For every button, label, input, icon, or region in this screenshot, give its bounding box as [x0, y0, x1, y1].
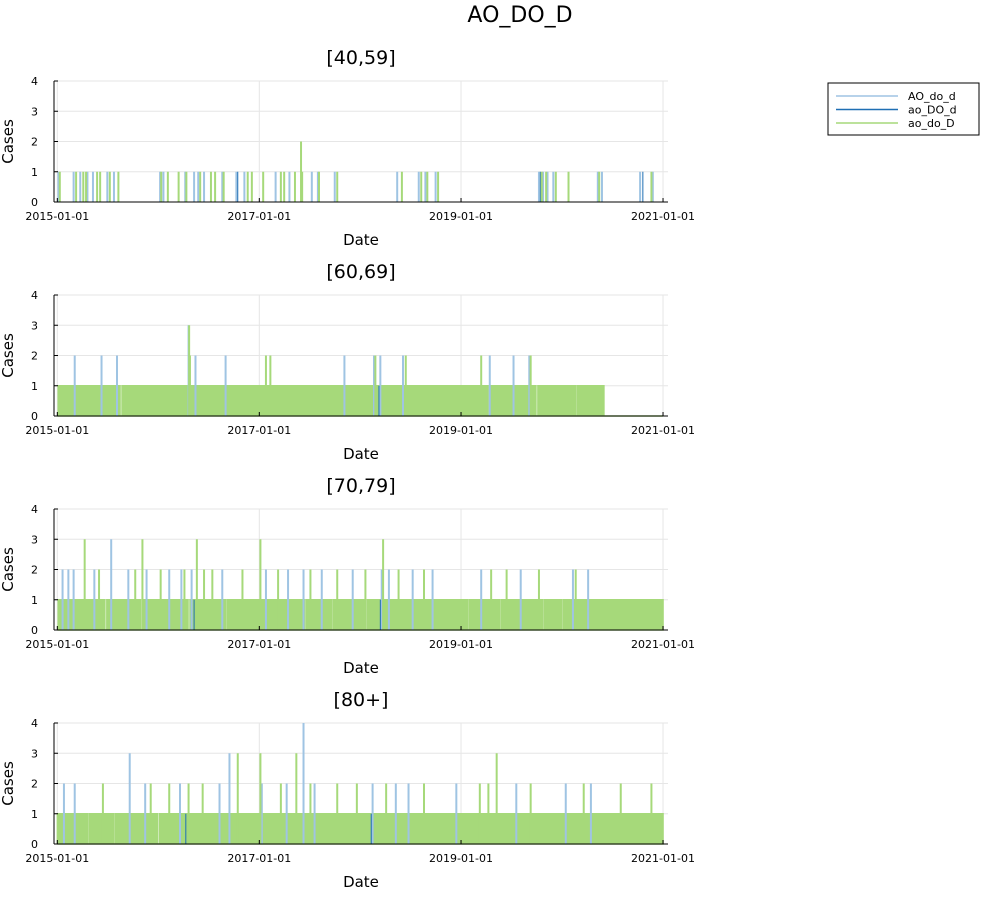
series-group	[57, 325, 664, 417]
y-tick-label: 4	[31, 503, 38, 516]
y-tick-label: 2	[31, 778, 38, 791]
x-axis-label: Date	[343, 445, 379, 463]
y-tick-label: 2	[31, 564, 38, 577]
subplot-4: 0 1 2 3 4 2015-01-01 2017-01-01 2019-01-01 2021-…	[0, 689, 695, 891]
x-tick-label: 2015-01-01	[25, 210, 89, 223]
y-tick-label: 1	[31, 380, 38, 393]
x-tick-label: 2021-01-01	[631, 638, 695, 651]
x-tick-label: 2017-01-01	[227, 638, 291, 651]
y-axis-label: Cases	[0, 333, 17, 378]
subplot-title: [80+]	[334, 689, 389, 711]
y-tick-label: 0	[31, 838, 38, 851]
legend-label: AO_do_d	[908, 90, 956, 103]
x-axis-label: Date	[343, 659, 379, 677]
x-tick-label: 2019-01-01	[429, 210, 493, 223]
series-group	[57, 539, 664, 631]
legend-label: ao_do_D	[908, 117, 955, 130]
x-tick-label: 2017-01-01	[227, 852, 291, 865]
x-tick-label: 2019-01-01	[429, 852, 493, 865]
legend-label: ao_DO_d	[908, 104, 957, 117]
x-tick-label: 2021-01-01	[631, 210, 695, 223]
y-tick-label: 2	[31, 350, 38, 363]
y-tick-label: 2	[31, 136, 38, 149]
x-tick-label: 2015-01-01	[25, 638, 89, 651]
y-axis-label: Cases	[0, 761, 17, 806]
x-tick-label: 2019-01-01	[429, 638, 493, 651]
legend: AO_do_dao_DO_dao_do_D	[827, 82, 980, 136]
subplot-1: 0 1 2 3 4 2015-01-01 2017-01-01 2019-01-01 2021-…	[0, 47, 695, 249]
y-tick-label: 3	[31, 105, 38, 118]
x-axis-label: Date	[343, 231, 379, 249]
x-tick-label: 2021-01-01	[631, 424, 695, 437]
x-axis-label: Date	[343, 873, 379, 891]
y-tick-label: 3	[31, 533, 38, 546]
y-axis-label: Cases	[0, 119, 17, 164]
y-axis-label: Cases	[0, 547, 17, 592]
x-tick-label: 2021-01-01	[631, 852, 695, 865]
y-tick-label: 0	[31, 196, 38, 209]
x-tick-label: 2019-01-01	[429, 424, 493, 437]
series-line-baseline	[56, 813, 664, 845]
series-line-baseline	[57, 385, 663, 417]
x-tick-label: 2015-01-01	[25, 852, 89, 865]
y-tick-label: 4	[31, 289, 38, 302]
x-tick-label: 2015-01-01	[25, 424, 89, 437]
y-tick-label: 1	[31, 166, 38, 179]
subplot-3: 0 1 2 3 4 2015-01-01 2017-01-01 2019-01-01 2021-…	[0, 475, 695, 677]
figure-title: AO_DO_D	[467, 3, 572, 28]
y-tick-label: 1	[31, 808, 38, 821]
y-tick-label: 4	[31, 717, 38, 730]
x-tick-label: 2017-01-01	[227, 424, 291, 437]
subplot-title: [40,59]	[326, 47, 395, 69]
y-tick-label: 3	[31, 747, 38, 760]
series-group	[57, 141, 664, 203]
y-tick-label: 1	[31, 594, 38, 607]
subplots: 0 1 2 3 4 2015-01-01 2017-01-01 2019-01-01 2021-…	[0, 47, 695, 891]
y-tick-label: 4	[31, 75, 38, 88]
subplot-title: [60,69]	[326, 261, 395, 283]
subplot-title: [70,79]	[326, 475, 395, 497]
y-tick-label: 3	[31, 319, 38, 332]
subplot-2: 0 1 2 3 4 2015-01-01 2017-01-01 2019-01-01 2021-…	[0, 261, 695, 463]
y-tick-label: 0	[31, 410, 38, 423]
y-tick-label: 0	[31, 624, 38, 637]
x-tick-label: 2017-01-01	[227, 210, 291, 223]
